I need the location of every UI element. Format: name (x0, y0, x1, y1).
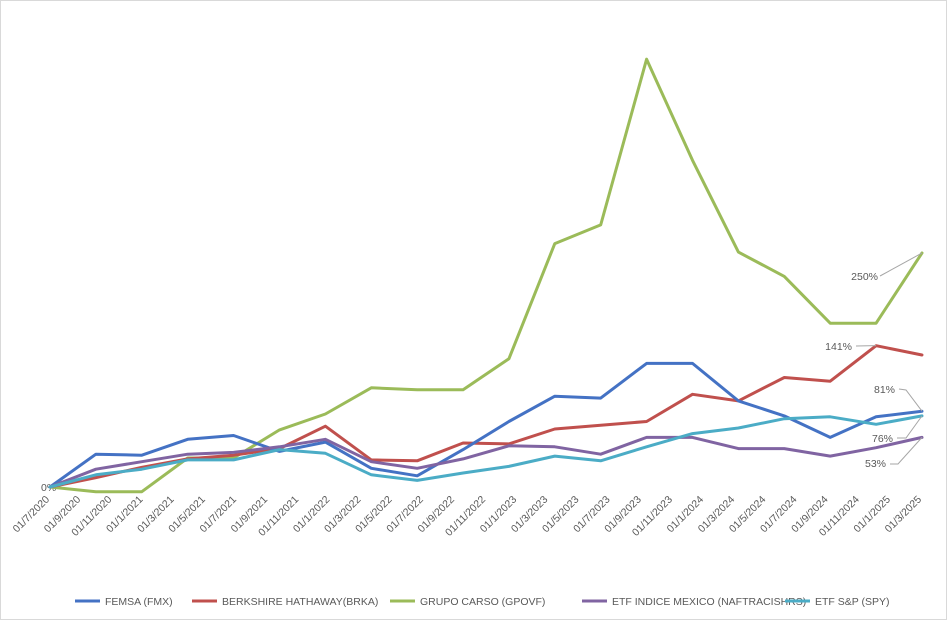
series-line-4 (48, 414, 924, 489)
leader-line (897, 415, 923, 439)
series-line-1 (48, 344, 924, 489)
series-line-2 (48, 57, 924, 494)
legend-label: ETF S&P (SPY) (815, 596, 890, 608)
leader-line (879, 252, 923, 277)
series-line-0 (48, 361, 924, 489)
end-value-label: 141% (825, 341, 852, 353)
legend-item: FEMSA (FMX) (75, 596, 173, 608)
legend-label: GRUPO CARSO (GPOVF) (420, 596, 545, 608)
leader-line (890, 437, 923, 465)
legend-item: ETF S&P (SPY) (785, 596, 890, 608)
legend-label: ETF INDICE MEXICO (NAFTRACISHRS) (612, 596, 806, 608)
end-value-label: 250% (851, 271, 878, 283)
legend-item: BERKSHIRE HATHAWAY(BRKA) (192, 596, 378, 608)
legend-label: BERKSHIRE HATHAWAY(BRKA) (222, 596, 378, 608)
leader-line (898, 388, 923, 412)
legend-item: GRUPO CARSO (GPOVF) (390, 596, 545, 608)
end-value-label: 53% (865, 458, 886, 470)
end-value-label: 81% (874, 384, 895, 396)
legend-item: ETF INDICE MEXICO (NAFTRACISHRS) (582, 596, 806, 608)
series-line-3 (48, 435, 924, 489)
end-value-label: 76% (872, 433, 893, 445)
legend-label: FEMSA (FMX) (105, 596, 173, 608)
